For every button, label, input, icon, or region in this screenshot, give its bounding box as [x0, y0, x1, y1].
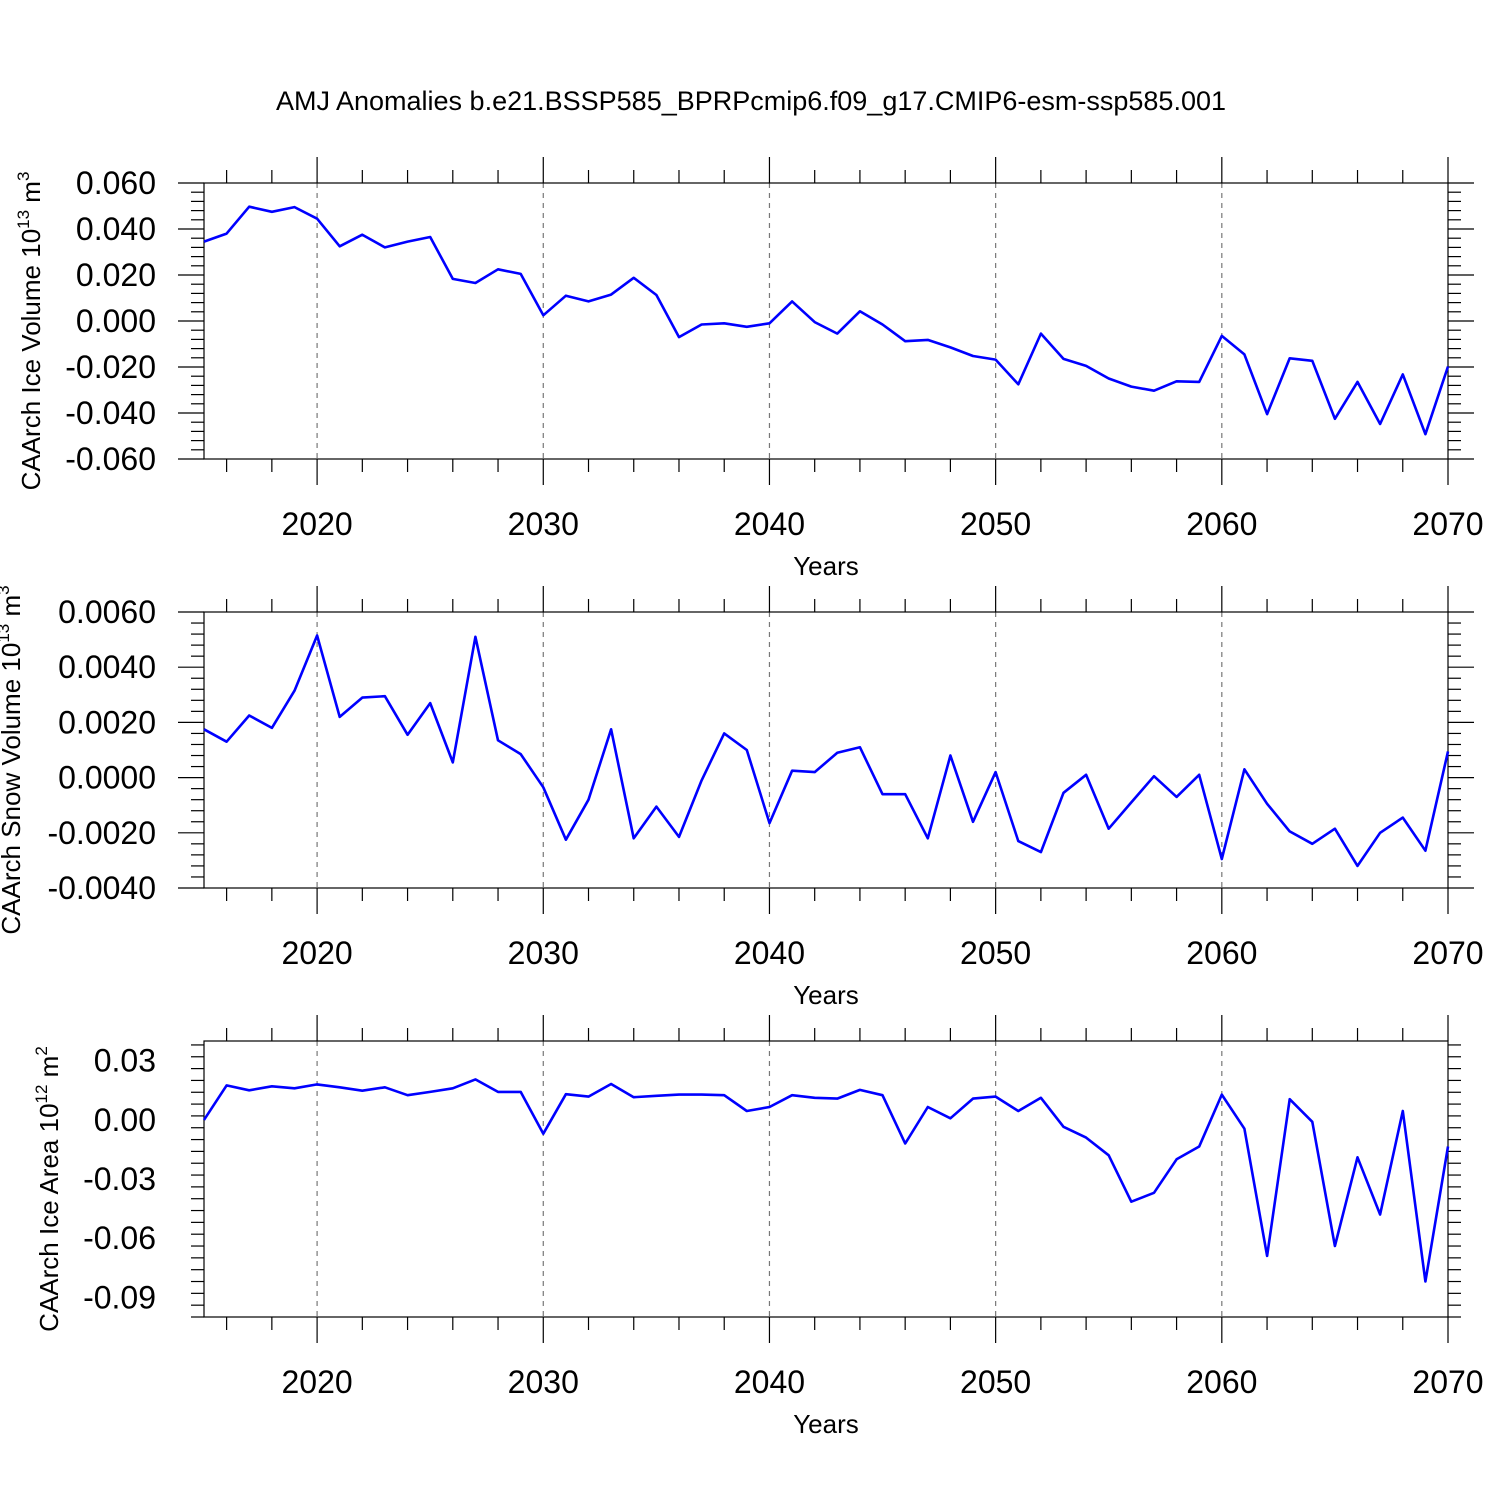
x-axis-label: Years: [793, 551, 859, 581]
y-tick-label: 0.0000: [58, 760, 156, 796]
data-series-line: [203, 205, 1450, 436]
chart-panel-3: 2020 2030 2040 2050 2060 2070 -0.09 -0.06 -0.03 0…: [32, 1015, 1484, 1439]
y-ticks: [191, 1044, 1461, 1318]
data-series-line: [203, 634, 1450, 868]
x-tick-label: 2020: [281, 1364, 352, 1400]
x-tick-label: 2030: [508, 935, 579, 971]
y-ticks: [178, 182, 1474, 460]
y-tick-label: -0.0040: [47, 870, 156, 906]
y-tick-label: -0.0020: [47, 815, 156, 851]
x-ticks: [226, 157, 1449, 485]
chart-panel-1: 2020 2030 2040 2050 2060 2070 -0.060 -0.040 -0.0…: [14, 157, 1484, 581]
x-tick-label: 2020: [281, 935, 352, 971]
y-tick-label: 0.03: [94, 1043, 156, 1079]
y-tick-label: -0.060: [65, 441, 156, 477]
y-tick-label: -0.040: [65, 395, 156, 431]
y-ticks: [178, 611, 1474, 889]
x-tick-label: 2050: [960, 1364, 1031, 1400]
y-tick-label: -0.020: [65, 349, 156, 385]
x-tick-label: 2070: [1412, 1364, 1483, 1400]
x-axis-label: Years: [793, 980, 859, 1010]
x-tick-label: 2040: [734, 506, 805, 542]
x-tick-label: 2040: [734, 935, 805, 971]
data-series-line: [202, 1078, 1450, 1283]
x-tick-label: 2050: [960, 935, 1031, 971]
x-tick-label: 2050: [960, 506, 1031, 542]
x-tick-label: 2020: [281, 506, 352, 542]
x-ticks: [226, 1015, 1449, 1343]
y-tick-label: 0.0060: [58, 594, 156, 630]
x-tick-label: 2030: [508, 1364, 579, 1400]
x-tick-label: 2030: [508, 506, 579, 542]
x-tick-label: 2070: [1412, 506, 1483, 542]
x-ticks: [226, 586, 1449, 914]
x-axis-label: Years: [793, 1409, 859, 1439]
y-axis-label: CAArch Ice Area 1012 m2: [32, 1046, 64, 1332]
y-tick-label: 0.060: [76, 165, 156, 201]
x-tick-label: 2060: [1186, 1364, 1257, 1400]
x-tick-label: 2060: [1186, 935, 1257, 971]
y-tick-label: -0.09: [83, 1279, 156, 1315]
plot-frame: [203, 611, 1449, 889]
x-tick-label: 2060: [1186, 506, 1257, 542]
y-tick-label: 0.040: [76, 211, 156, 247]
y-tick-label: 0.00: [94, 1102, 156, 1138]
y-axis-label: CAArch Ice Volume 1013 m3: [14, 172, 46, 491]
y-axis-label: CAArch Snow Volume 1013 m3: [0, 585, 26, 934]
figure-title: AMJ Anomalies b.e21.BSSP585_BPRPcmip6.f0…: [276, 86, 1226, 116]
chart-panel-2: 2020 2030 2040 2050 2060 2070 -0.0040 -0.0020 0.…: [0, 585, 1484, 1010]
plot-frame: [203, 182, 1449, 460]
y-tick-label: 0.0020: [58, 704, 156, 740]
y-tick-label: -0.06: [83, 1220, 156, 1256]
plot-frame: [203, 1040, 1449, 1318]
y-tick-label: -0.03: [83, 1161, 156, 1197]
x-tick-label: 2040: [734, 1364, 805, 1400]
y-tick-label: 0.020: [76, 257, 156, 293]
y-tick-label: 0.0040: [58, 649, 156, 685]
y-tick-label: 0.000: [76, 303, 156, 339]
x-tick-label: 2070: [1412, 935, 1483, 971]
